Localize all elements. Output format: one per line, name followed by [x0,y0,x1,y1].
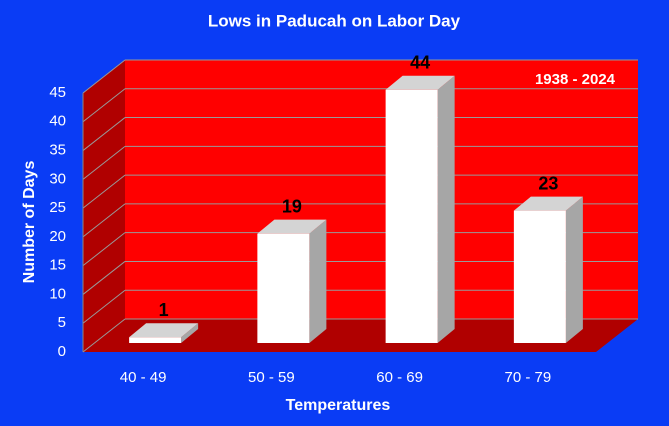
x-tick-label: 70 - 79 [505,369,552,386]
y-tick-label: 10 [49,285,66,302]
bar-side [309,219,327,343]
y-tick-label: 30 [49,170,66,187]
chart-title: Lows in Paducah on Labor Day [208,11,461,30]
grid-line [82,145,126,180]
y-axis-title: Number of Days [21,161,38,284]
bar-side [181,323,199,343]
bar-top [257,219,327,234]
y-tick-label: 35 [49,142,66,159]
y-tick-label: 0 [58,343,66,360]
grid-line [82,232,126,267]
x-tick-label: 40 - 49 [120,369,167,386]
grid-line [82,203,126,238]
y-tick-label: 25 [49,199,66,216]
bar-side [437,75,455,343]
bar [513,210,566,343]
annotation: 1938 - 2024 [535,71,616,88]
x-tick-label: 50 - 59 [248,369,295,386]
y-tick-label: 40 [49,113,66,130]
data-label: 23 [538,173,558,193]
grid-line [82,174,126,209]
y-tick-label: 5 [58,314,66,331]
bar [129,337,182,343]
grid-line [82,261,126,295]
bar [257,233,310,343]
data-label: 19 [282,196,302,216]
x-axis-title: Temperatures [286,397,391,414]
data-label: 1 [159,300,169,320]
x-tick-label: 60 - 69 [376,369,423,386]
bar-side [565,196,583,343]
grid-line [82,289,126,324]
y-tick-label: 20 [49,228,66,245]
grid-line [82,318,126,353]
grid-line [82,88,126,123]
bar-top [385,75,455,90]
bar-top [129,323,199,338]
y-tick-label: 15 [49,257,66,274]
grid-line [82,117,126,151]
floor [83,319,638,352]
side-wall [83,60,125,352]
data-label: 44 [410,53,430,73]
grid-line [82,59,126,94]
bar [385,89,438,343]
y-tick-label: 45 [49,84,66,101]
bar-top [513,196,583,211]
